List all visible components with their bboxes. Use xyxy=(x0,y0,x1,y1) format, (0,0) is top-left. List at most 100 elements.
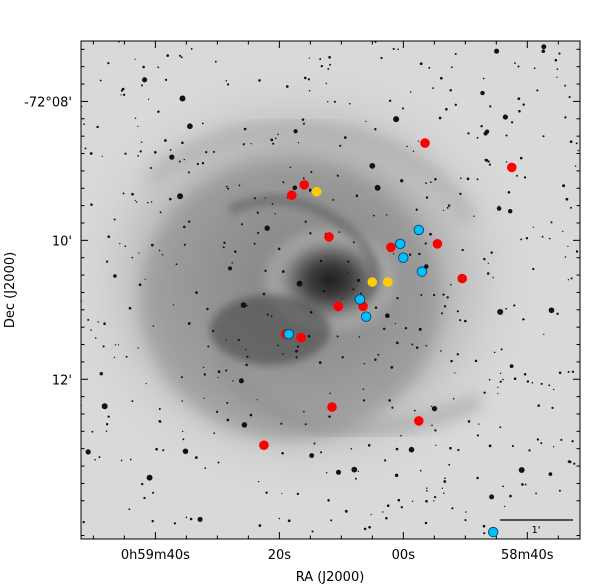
star xyxy=(295,349,298,353)
star xyxy=(325,82,328,85)
star xyxy=(474,359,478,363)
star xyxy=(96,125,99,129)
star xyxy=(484,158,488,162)
star xyxy=(372,214,375,217)
star xyxy=(309,453,315,459)
star xyxy=(551,406,554,409)
star xyxy=(89,152,93,155)
star xyxy=(391,406,394,409)
star xyxy=(489,494,495,500)
star xyxy=(434,429,437,432)
star xyxy=(418,252,421,256)
star xyxy=(213,432,216,434)
star xyxy=(343,136,347,139)
star xyxy=(190,47,193,50)
star xyxy=(330,519,333,522)
star xyxy=(573,462,576,465)
star xyxy=(318,361,322,364)
star xyxy=(567,460,571,463)
star xyxy=(227,266,233,271)
x-tick-label: 20s xyxy=(268,548,292,563)
star xyxy=(415,208,418,211)
star xyxy=(245,348,247,351)
source-markers xyxy=(259,138,517,538)
star xyxy=(277,247,281,251)
star xyxy=(206,307,209,311)
star xyxy=(456,353,459,356)
star xyxy=(564,84,567,87)
star xyxy=(483,257,486,261)
star xyxy=(548,384,551,387)
star xyxy=(311,530,314,533)
star xyxy=(517,97,521,101)
star xyxy=(448,463,451,466)
star xyxy=(558,371,562,374)
marker-point xyxy=(414,416,424,426)
y-tick-label: -72°08' xyxy=(24,95,72,110)
star xyxy=(460,177,462,179)
star xyxy=(120,459,123,462)
star xyxy=(243,127,247,131)
star xyxy=(344,509,348,513)
star xyxy=(335,469,342,475)
star xyxy=(107,62,110,65)
star xyxy=(439,76,443,80)
star xyxy=(394,322,397,325)
star xyxy=(424,521,428,525)
star xyxy=(201,122,204,125)
star xyxy=(493,351,496,354)
star xyxy=(169,149,172,151)
star xyxy=(367,444,371,447)
star xyxy=(562,184,566,188)
star xyxy=(509,364,514,368)
star xyxy=(447,204,451,207)
star xyxy=(476,476,479,480)
star xyxy=(560,438,563,441)
star xyxy=(425,499,428,503)
star xyxy=(511,445,514,448)
star xyxy=(374,128,377,131)
star xyxy=(83,123,85,126)
star xyxy=(450,359,453,363)
axis-ticks xyxy=(81,41,580,539)
star xyxy=(113,218,116,221)
star xyxy=(90,203,93,206)
star xyxy=(499,372,502,375)
star xyxy=(155,447,158,451)
star xyxy=(240,302,247,308)
star xyxy=(301,118,305,121)
star xyxy=(499,426,502,429)
star xyxy=(181,400,183,402)
star xyxy=(172,304,175,306)
star xyxy=(452,398,455,400)
star xyxy=(492,276,494,279)
star xyxy=(169,197,172,201)
star xyxy=(349,102,351,105)
star xyxy=(144,278,146,280)
star xyxy=(385,313,390,319)
star xyxy=(238,184,241,187)
star xyxy=(225,369,228,372)
star xyxy=(113,274,117,278)
star xyxy=(459,192,462,196)
star xyxy=(296,345,300,348)
star xyxy=(159,211,162,214)
marker-point xyxy=(296,332,306,343)
star xyxy=(152,491,155,494)
star xyxy=(327,499,330,502)
star xyxy=(309,190,311,193)
star xyxy=(400,434,402,437)
star xyxy=(420,294,423,296)
star xyxy=(196,162,199,166)
star xyxy=(476,178,479,181)
star xyxy=(449,89,452,92)
star xyxy=(496,206,502,211)
star-field xyxy=(81,41,579,535)
star xyxy=(157,110,160,113)
star xyxy=(519,156,523,160)
star xyxy=(304,76,307,80)
star xyxy=(442,209,445,212)
star xyxy=(166,54,170,57)
star xyxy=(197,516,203,522)
